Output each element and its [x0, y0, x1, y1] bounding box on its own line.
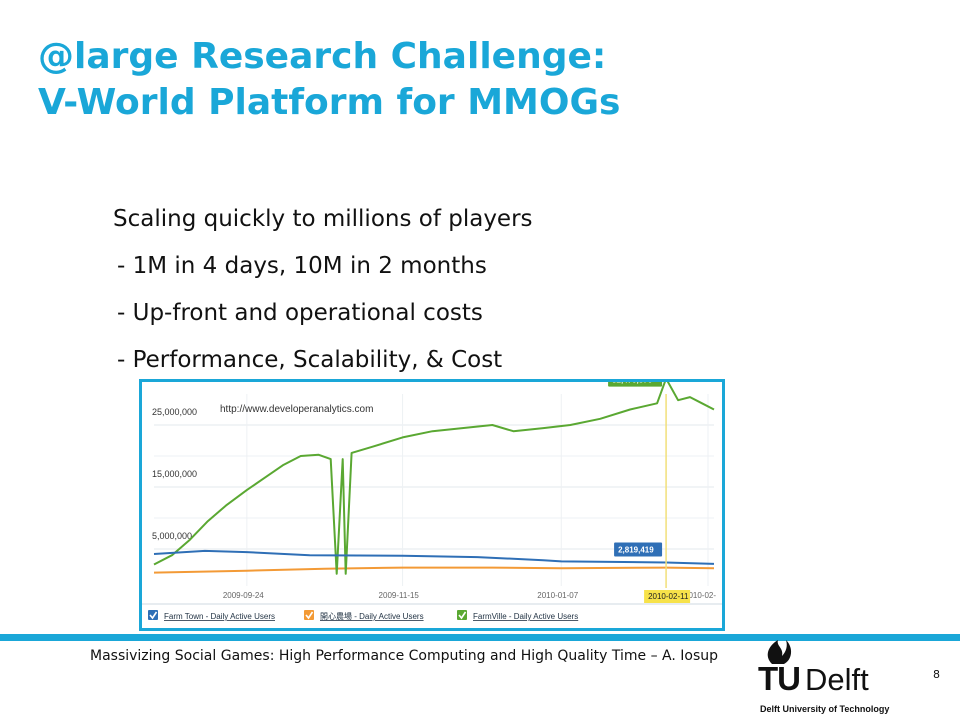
- date-marker-box: [644, 590, 691, 603]
- series-line: [153, 382, 715, 575]
- bullet-main: Scaling quickly to millions of players: [113, 206, 533, 232]
- chart-frame: 25,000,000 15,000,000 5,000,000 2009-09-24…: [139, 379, 725, 631]
- y-tick-label: 25,000,000: [152, 407, 197, 417]
- legend-label: Farm Town - Daily Active Users: [164, 612, 275, 621]
- logo-subtitle: Delft University of Technology: [760, 704, 890, 714]
- chart-series: [153, 382, 715, 575]
- logo-delft: Delft: [805, 662, 869, 697]
- legend-check-icon: [149, 611, 158, 620]
- x-tick-labels: 2009-09-24 2009-11-15 2010-01-07 2010-02-: [223, 591, 717, 600]
- bullet-sub-3: - Performance, Scalability, & Cost: [117, 347, 503, 373]
- x-tick-label: 2009-11-15: [379, 591, 420, 600]
- flame-icon: [767, 640, 792, 664]
- logo-tu: TU: [758, 660, 801, 697]
- source-url[interactable]: http://www.developeranalytics.com: [220, 404, 373, 415]
- callout-farmville-box: [608, 382, 663, 387]
- legend-label: FarmVille - Daily Active Users: [473, 612, 578, 621]
- legend-check-icon: [305, 611, 314, 620]
- callout-farmville-value: 32,479,576: [612, 382, 653, 385]
- date-marker-label: 2010-02-11: [648, 592, 689, 601]
- footer-caption: Massivizing Social Games: High Performan…: [90, 648, 719, 664]
- y-tick-label: 15,000,000: [152, 469, 197, 479]
- footer-rule: [0, 634, 960, 641]
- dau-line-chart: 25,000,000 15,000,000 5,000,000 2009-09-24…: [142, 382, 722, 628]
- bullet-list: Scaling quickly to millions of players -…: [113, 196, 533, 384]
- callout-farmtown-value: 2,819,419: [618, 546, 654, 555]
- title-line-2: V-World Platform for MMOGs: [38, 82, 621, 123]
- y-tick-labels: 25,000,000 15,000,000 5,000,000: [152, 407, 197, 541]
- title-line-1: @large Research Challenge:: [38, 36, 607, 77]
- callout-farmtown-box: [614, 542, 663, 557]
- chart-background: [142, 382, 722, 628]
- legend-check-icon: [458, 611, 467, 620]
- slide-title: @large Research Challenge: V-World Platf…: [38, 34, 620, 126]
- series-line: [153, 566, 715, 574]
- series-line: [153, 549, 715, 565]
- x-tick-label: 2009-09-24: [223, 591, 264, 600]
- x-tick-label: 2010-02-: [684, 591, 716, 600]
- tu-delft-logo: TU Delft Delft University of Technology: [752, 634, 902, 718]
- chart-annotations: 32,479,576 2,819,419 2010-02-11: [608, 382, 691, 603]
- x-tick-label: 2010-01-07: [537, 591, 578, 600]
- legend-label: 開心農場 - Daily Active Users: [320, 611, 424, 621]
- y-tick-label: 5,000,000: [152, 531, 192, 541]
- bullet-sub-1: - 1M in 4 days, 10M in 2 months: [117, 253, 487, 279]
- bullet-sub-2: - Up-front and operational costs: [117, 300, 483, 326]
- page-number: 8: [933, 668, 940, 681]
- chart-legend: Farm Town - Daily Active Users 開心農場 - Dai…: [148, 610, 578, 621]
